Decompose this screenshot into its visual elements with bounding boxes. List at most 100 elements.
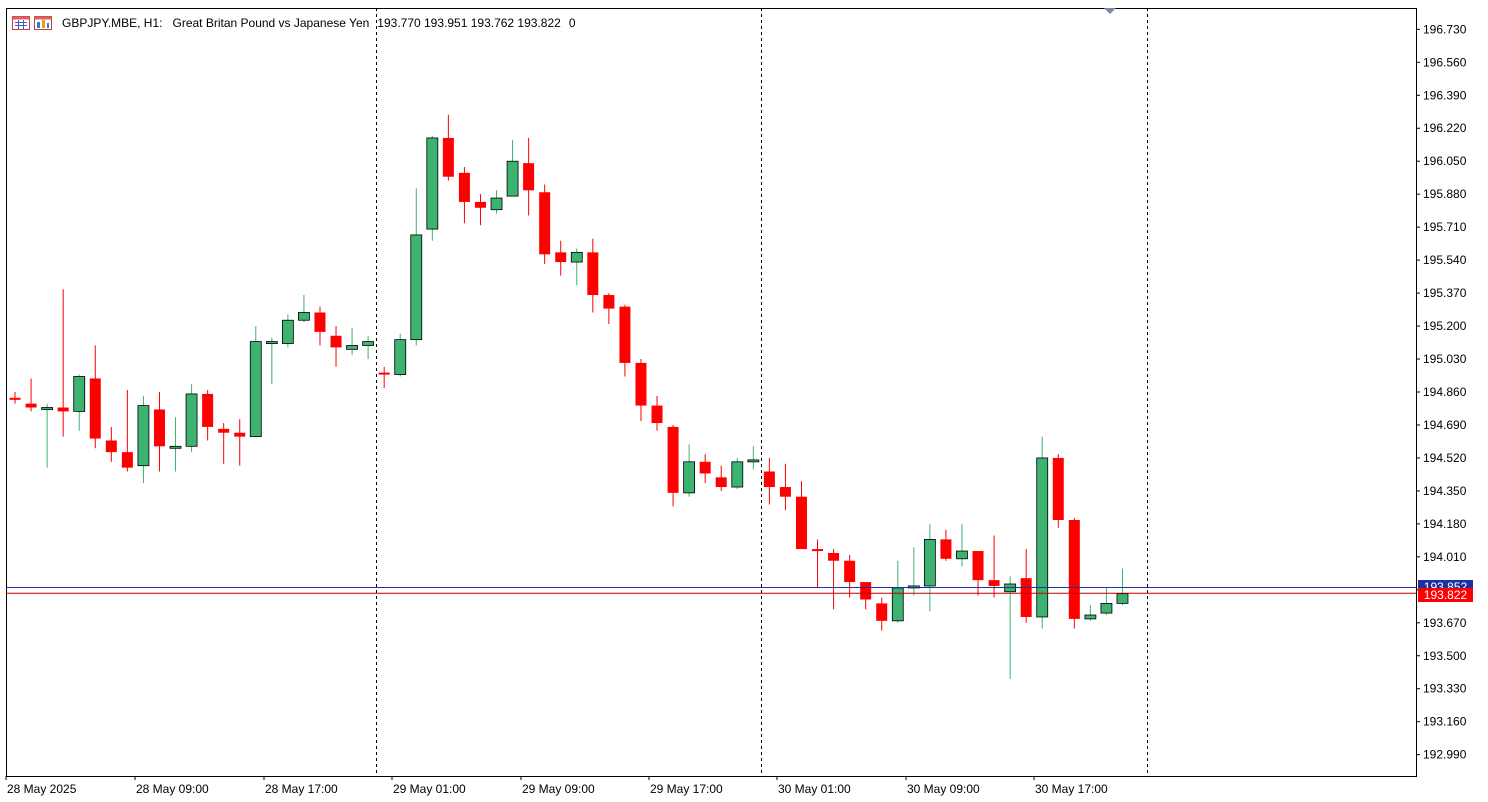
last-price-tag: 193.822 — [1418, 588, 1473, 603]
bear-candle[interactable] — [458, 172, 470, 202]
bear-candle[interactable] — [972, 551, 984, 581]
bear-candle[interactable] — [153, 409, 165, 447]
x-tick-label: 30 May 09:00 — [907, 782, 980, 796]
y-tick-label: 194.690 — [1423, 418, 1467, 432]
bear-candle[interactable] — [860, 582, 872, 600]
bull-candle[interactable] — [923, 538, 936, 587]
bear-candle[interactable] — [812, 549, 824, 552]
bear-candle[interactable] — [89, 378, 101, 439]
bull-candle[interactable] — [956, 550, 968, 560]
bull-candle[interactable] — [298, 312, 310, 321]
y-tick-label: 196.730 — [1423, 22, 1467, 36]
bull-candle[interactable] — [426, 137, 439, 230]
bear-candle[interactable] — [105, 440, 117, 453]
x-tick-label: 29 May 17:00 — [650, 782, 723, 796]
bull-candle[interactable] — [265, 341, 278, 344]
shift-marker-icon[interactable] — [1104, 8, 1116, 14]
bear-candle[interactable] — [651, 405, 663, 424]
y-tick-label: 196.050 — [1423, 154, 1467, 168]
bear-candle[interactable] — [779, 487, 791, 497]
bull-candle[interactable] — [410, 234, 423, 341]
bull-candle[interactable] — [731, 461, 744, 488]
y-tick-label: 194.860 — [1423, 385, 1467, 399]
bear-candle[interactable] — [234, 432, 246, 437]
bull-candle[interactable] — [41, 407, 54, 410]
bear-candle[interactable] — [1020, 578, 1032, 617]
x-tick-label: 29 May 09:00 — [522, 782, 595, 796]
bear-candle[interactable] — [474, 201, 486, 208]
bull-candle[interactable] — [1084, 614, 1097, 620]
bull-candle[interactable] — [394, 339, 407, 375]
y-tick-label: 194.180 — [1423, 517, 1467, 531]
bear-candle[interactable] — [1052, 457, 1064, 520]
y-tick-label: 195.370 — [1423, 286, 1467, 300]
bull-candle[interactable] — [346, 345, 358, 350]
bull-candle[interactable] — [137, 405, 150, 467]
bull-candle[interactable] — [683, 461, 696, 494]
bull-candle[interactable] — [185, 393, 198, 447]
bull-candle[interactable] — [747, 459, 760, 463]
bear-candle[interactable] — [635, 362, 647, 406]
bear-candle[interactable] — [25, 403, 37, 408]
bear-candle[interactable] — [330, 335, 342, 348]
x-tick-label: 30 May 17:00 — [1035, 782, 1108, 796]
y-tick-label: 196.560 — [1423, 55, 1467, 69]
bull-candle[interactable] — [506, 160, 519, 197]
bull-candle[interactable] — [169, 445, 182, 449]
bear-candle[interactable] — [603, 295, 615, 309]
y-tick-label: 196.220 — [1423, 121, 1467, 135]
bear-candle[interactable] — [523, 163, 535, 191]
x-tick-label: 28 May 09:00 — [136, 782, 209, 796]
bear-candle[interactable] — [795, 496, 807, 550]
bull-candle[interactable] — [362, 341, 375, 346]
y-tick-label: 193.330 — [1423, 682, 1467, 696]
bull-candle[interactable] — [1116, 593, 1129, 604]
bull-candle[interactable] — [570, 251, 583, 263]
bear-candle[interactable] — [539, 192, 551, 255]
y-tick-label: 195.710 — [1423, 220, 1467, 234]
y-tick-label: 193.160 — [1423, 715, 1467, 729]
bear-candle[interactable] — [828, 552, 840, 561]
bear-candle[interactable] — [9, 397, 21, 400]
bear-candle[interactable] — [202, 393, 214, 427]
chart-window-icon[interactable] — [12, 16, 30, 30]
x-tick-label: 30 May 01:00 — [778, 782, 851, 796]
bear-candle[interactable] — [218, 428, 230, 433]
bear-candle[interactable] — [378, 372, 390, 375]
bear-candle[interactable] — [699, 461, 711, 474]
chart-header: GBPJPY.MBE, H1: Great Britan Pound vs Ja… — [12, 14, 576, 32]
bear-candle[interactable] — [314, 312, 326, 332]
bear-candle[interactable] — [1068, 520, 1080, 619]
bear-candle[interactable] — [667, 426, 679, 493]
bull-candle[interactable] — [1100, 602, 1113, 614]
bull-candle[interactable] — [1036, 457, 1049, 618]
bear-candle[interactable] — [988, 580, 1000, 586]
chart-bars-icon[interactable] — [34, 16, 52, 30]
symbol-label: GBPJPY.MBE, H1: — [62, 16, 163, 30]
bear-candle[interactable] — [57, 407, 69, 412]
bull-candle[interactable] — [249, 341, 262, 438]
bear-candle[interactable] — [121, 452, 133, 468]
bear-candle[interactable] — [587, 252, 599, 296]
y-tick-label: 195.200 — [1423, 319, 1467, 333]
bull-candle[interactable] — [281, 319, 294, 344]
bear-candle[interactable] — [876, 603, 888, 621]
x-tick-label: 29 May 01:00 — [393, 782, 466, 796]
x-tick-label: 28 May 17:00 — [265, 782, 338, 796]
bear-candle[interactable] — [715, 477, 727, 488]
y-tick-label: 193.500 — [1423, 649, 1467, 663]
y-tick-label: 194.350 — [1423, 484, 1467, 498]
bear-candle[interactable] — [442, 137, 454, 177]
y-tick-label: 195.880 — [1423, 187, 1467, 201]
bear-candle[interactable] — [763, 471, 775, 488]
plot-frame — [6, 8, 1417, 777]
bear-candle[interactable] — [940, 539, 952, 559]
bear-candle[interactable] — [844, 560, 856, 583]
bear-candle[interactable] — [619, 306, 631, 363]
bull-candle[interactable] — [73, 376, 86, 412]
ohlc-values: 193.770 193.951 193.762 193.822 — [377, 16, 561, 30]
bear-candle[interactable] — [555, 252, 567, 263]
bull-candle[interactable] — [490, 197, 503, 211]
y-tick-label: 194.520 — [1423, 451, 1467, 465]
